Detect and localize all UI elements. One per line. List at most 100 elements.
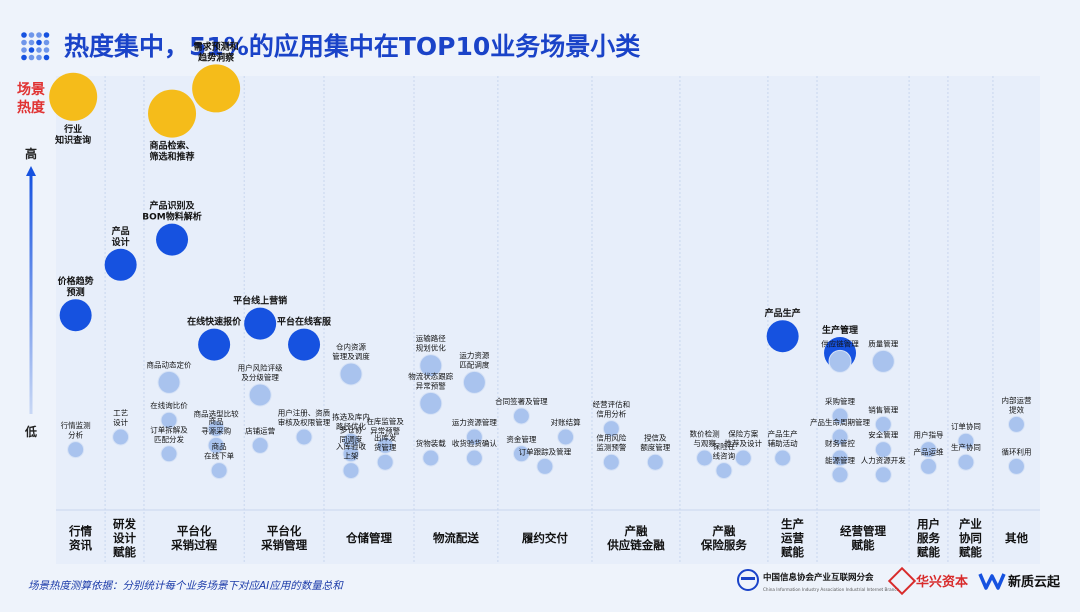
scenario-label: 平台在线客服 [277,316,332,328]
scenario-bubble [192,64,241,113]
category-label: 研发设计赋能 [113,517,136,559]
scenario-label: 产品生产辅助活动 [768,429,798,449]
scenario-point: 对账结算 [551,417,581,446]
ciia-logo-icon [737,569,759,591]
category-label: 用户服务赋能 [916,517,940,559]
scenario-label: 多仓协同调度 [340,424,363,444]
scenario-bubble [67,441,85,459]
scenario-bubble [536,457,554,475]
scenario-point: 供应链管理 [821,338,859,373]
category-label: 产业协同赋能 [959,517,982,559]
scenario-label: 需求预测和趋势洞察 [194,40,239,63]
scenario-point: 授信及额度管理 [640,433,671,471]
scenario-point: 产品生产 [765,307,801,353]
scenario-bubble [422,449,440,467]
scenario-point: 用户注册、资质审核及权限管理 [278,408,331,446]
scenario-bubble [871,349,895,373]
scenario-point: 销售管理 [868,404,899,433]
scenario-bubble [339,362,363,386]
scenario-point: 资金管理 [506,434,537,463]
scenario-point: 入库验收上架 [336,441,366,480]
scenario-bubble [59,299,92,332]
scenario-point: 用户指导 [914,430,944,459]
scenario-point: 需求预测和趋势洞察 [192,40,241,113]
category-label: 物流配送 [433,531,479,545]
scenario-label: 收货验货确认 [452,438,497,448]
scenario-bubble [766,320,799,353]
scenario-label: 订单跟踪及管理 [519,446,572,456]
scenario-point: 价格趋势预测 [58,275,94,332]
scenario-point: 收货验货确认 [452,438,497,467]
scenario-bubble [831,407,849,425]
scenario-label: 在线询比价 [150,400,188,410]
scenario-bubble [160,445,178,463]
category-label: 仓储管理 [345,531,392,545]
scenario-point: 工艺设计 [112,409,130,446]
scenario-label: 内部运营提效 [1001,395,1031,415]
scenario-point: 产品设计 [104,225,137,281]
scenario-label: 销售管理 [868,404,898,414]
scenario-label: 数价检测与观察 [690,429,720,449]
scenario-point: 货物装载 [416,438,446,467]
y-axis-arrow [29,174,33,414]
scenario-bubble [557,428,575,446]
scenario-bubble [104,248,137,281]
scenario-point: 信用风险监测预警 [596,433,627,471]
scenario-label: 供应链管理 [821,338,859,348]
scenario-point: 循环利用 [1001,446,1031,475]
logo-huaxing-name: 华兴资本 [916,574,968,590]
scenario-bubble [831,466,849,484]
scenario-label: 订单协同 [951,421,981,431]
scenario-bubble [462,370,486,394]
logo-xinzhi: 新质云起 [978,573,1061,590]
scenario-label: 运力资源匹配调度 [459,350,489,370]
scenario-point: 安全管理 [868,430,899,459]
scenario-bubble [512,407,530,425]
scenario-point: 订单拆解及匹配分发 [150,424,188,463]
scenario-label: 拣选及库内路径优化 [332,412,370,432]
scenario-label: 产品识别及 BOM物料解析 [142,200,201,223]
scenario-bubble [198,328,231,361]
scenario-point: 运输路径规划优化 [416,333,446,378]
scenario-label: 商品寻源采购 [201,416,231,436]
scenario-bubble [376,453,394,471]
y-axis-low-label: 低 [24,424,37,439]
scenario-bubble [207,420,225,438]
category-label: 平台化采销管理 [260,524,307,552]
scenario-label: 资金管理 [506,434,536,444]
scenario-bubble [419,354,443,378]
scenario-bubble [734,449,752,467]
scenario-bubble [874,415,892,433]
scenario-bubble [295,428,313,446]
scenario-label: 对账结算 [551,417,581,427]
scenario-bubble [465,449,483,467]
scenario-bubble [419,391,443,415]
scenario-label: 物流状态跟踪异常预警 [408,371,453,391]
scenario-bubble [376,436,394,454]
scenario-bubble [156,223,189,256]
scenario-label: 经营评估和信用分析 [593,399,631,419]
category-label: 产融保险服务 [700,524,747,552]
scenario-bubble [49,72,98,121]
scenario-label: 入库验收上架 [336,441,366,461]
scenario-point: 生产协同 [951,442,981,471]
scenario-label: 商品选型比较 [194,409,239,419]
scenario-label: 财务管控 [825,438,855,448]
scenario-point: 采购管理 [825,396,856,425]
scenario-bubble [207,436,225,454]
scenario-label: 行情监测分析 [61,420,91,440]
scenario-bubble [465,428,483,446]
scenario-label: 保险方案推荐及设计 [725,429,763,449]
scenario-point: 数价检测与观察 [690,429,720,467]
scenario-label: 出库发货管理 [374,433,397,453]
scenario-point: 仓内资源管理及调度 [332,342,370,386]
scenario-point: 财务管控 [825,438,856,467]
scenario-label: 用户指导 [914,430,944,440]
scenario-label: 生产管理 [822,324,858,336]
scenario-label: 仓内资源管理及调度 [332,342,370,362]
scenario-bubble [831,449,849,467]
scenario-label: 安全管理 [868,430,898,440]
scenario-label: 商品检索、筛选和推荐 [150,140,195,163]
